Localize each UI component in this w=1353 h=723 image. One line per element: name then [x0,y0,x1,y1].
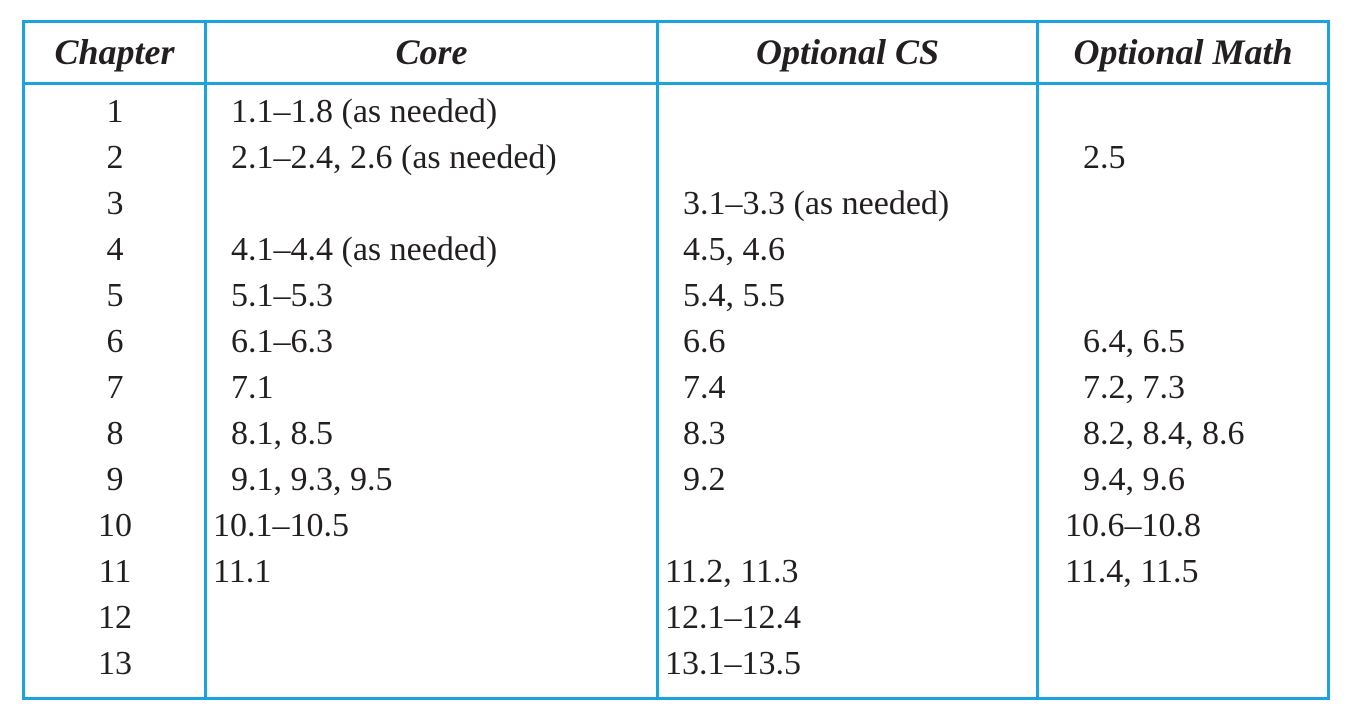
table-row: 9 9.1, 9.3, 9.5 9.2 9.4, 9.6 [25,457,1327,503]
table-row: 8 8.1, 8.5 8.3 8.2, 8.4, 8.6 [25,411,1327,457]
cell-core: 2.1–2.4, 2.6 (as needed) [231,139,557,176]
column-divider [1036,23,1039,697]
cell-optional-math: 8.2, 8.4, 8.6 [1083,415,1245,452]
cell-optional-math: 10.6–10.8 [1065,507,1201,544]
column-divider [656,23,659,697]
cell-chapter: 9 [106,461,124,498]
table-row: 6 6.1–6.3 6.6 6.4, 6.5 [25,319,1327,365]
cell-optional-cs: 4.5, 4.6 [683,231,785,268]
cell-optional-cs: 9.2 [683,461,726,498]
cell-optional-cs: 5.4, 5.5 [683,277,785,314]
cell-chapter: 12 [98,599,132,636]
table-row: 5 5.1–5.3 5.4, 5.5 [25,273,1327,319]
cell-core: 6.1–6.3 [231,323,333,360]
table-row: 11 11.1 11.2, 11.3 11.4, 11.5 [25,549,1327,595]
cell-core: 1.1–1.8 (as needed) [231,93,498,130]
cell-optional-cs: 8.3 [683,415,726,452]
cell-core: 9.1, 9.3, 9.5 [231,461,393,498]
cell-optional-math: 7.2, 7.3 [1083,369,1185,406]
cell-optional-math: 11.4, 11.5 [1065,553,1199,590]
cell-optional-math: 9.4, 9.6 [1083,461,1185,498]
cell-optional-cs: 3.1–3.3 (as needed) [683,185,950,222]
cell-chapter: 4 [106,231,124,268]
chapter-table: Chapter Core Optional CS Optional Math 1… [22,20,1330,700]
cell-optional-cs: 6.6 [683,323,726,360]
cell-core: 8.1, 8.5 [231,415,333,452]
header-divider [25,82,1327,85]
table-row: 3 3.1–3.3 (as needed) [25,181,1327,227]
column-divider [204,23,207,697]
header-optional-cs: Optional CS [755,32,940,72]
cell-core: 5.1–5.3 [231,277,333,314]
table-row: 7 7.1 7.4 7.2, 7.3 [25,365,1327,411]
header-optional-math: Optional Math [1073,32,1293,72]
cell-optional-math: 2.5 [1083,139,1126,176]
table-row: 12 12.1–12.4 [25,595,1327,641]
table-row: 2 2.1–2.4, 2.6 (as needed) 2.5 [25,135,1327,181]
header-chapter: Chapter [54,32,175,72]
cell-optional-math: 6.4, 6.5 [1083,323,1185,360]
cell-core: 7.1 [231,369,274,406]
cell-core: 11.1 [213,553,272,590]
table-row: 10 10.1–10.5 10.6–10.8 [25,503,1327,549]
table-row: 1 1.1–1.8 (as needed) [25,89,1327,135]
cell-core: 10.1–10.5 [213,507,349,544]
cell-chapter: 3 [106,185,124,222]
cell-optional-cs: 13.1–13.5 [665,645,801,682]
cell-core: 4.1–4.4 (as needed) [231,231,498,268]
cell-optional-cs: 7.4 [683,369,726,406]
cell-chapter: 7 [106,369,124,406]
table-row: 4 4.1–4.4 (as needed) 4.5, 4.6 [25,227,1327,273]
cell-chapter: 11 [98,553,132,590]
table-row: 13 13.1–13.5 [25,641,1327,687]
cell-optional-cs: 11.2, 11.3 [665,553,799,590]
cell-chapter: 1 [106,93,124,130]
cell-chapter: 2 [106,139,124,176]
cell-chapter: 6 [106,323,124,360]
cell-chapter: 13 [98,645,132,682]
cell-chapter: 8 [106,415,124,452]
cell-chapter: 5 [106,277,124,314]
cell-chapter: 10 [98,507,132,544]
header-core: Core [395,32,468,72]
cell-optional-cs: 12.1–12.4 [665,599,801,636]
